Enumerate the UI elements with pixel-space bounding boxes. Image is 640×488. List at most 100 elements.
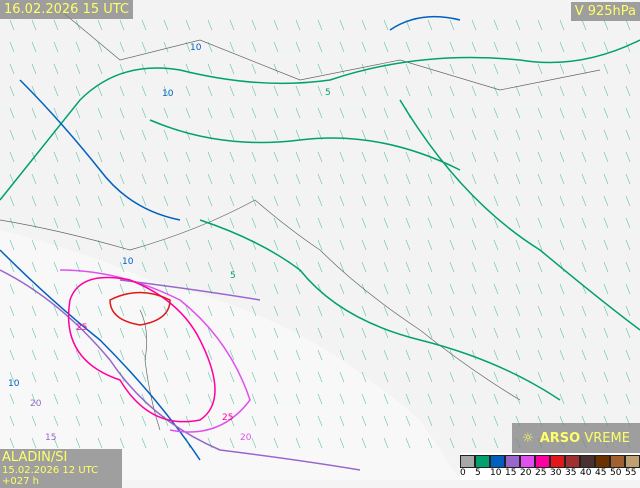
wind-barb	[493, 41, 499, 53]
legend-swatch	[565, 455, 580, 468]
wind-barb	[603, 349, 609, 361]
wind-barb	[251, 261, 257, 273]
wind-barb	[75, 371, 81, 383]
wind-barb	[449, 41, 455, 53]
wind-barb	[31, 217, 37, 229]
wind-barb	[603, 63, 609, 75]
wind-barb	[493, 371, 499, 383]
wind-barb	[361, 371, 367, 383]
wind-barb	[493, 151, 499, 163]
wind-barb	[427, 393, 433, 405]
wind-barb	[361, 305, 367, 317]
wind-barb	[185, 129, 191, 141]
wind-barb	[141, 371, 147, 383]
wind-barb	[97, 195, 103, 207]
wind-barb	[449, 217, 455, 229]
wind-barb	[31, 415, 37, 427]
wind-barb	[97, 305, 103, 317]
wind-barb	[361, 283, 367, 295]
wind-barb	[493, 349, 499, 361]
wind-barb	[207, 437, 213, 449]
wind-barb	[31, 283, 37, 295]
wind-barb	[581, 393, 587, 405]
wind-barb	[207, 217, 213, 229]
wind-barb	[581, 239, 587, 251]
wind-barb	[207, 393, 213, 405]
wind-barb	[383, 41, 389, 53]
wind-barb	[383, 151, 389, 163]
wind-barb	[141, 327, 147, 339]
wind-barb	[339, 217, 345, 229]
wind-barb	[53, 129, 59, 141]
wind-barb	[229, 371, 235, 383]
wind-barb	[273, 349, 279, 361]
wind-barb	[471, 305, 477, 317]
wind-barb	[75, 19, 81, 31]
wind-barb	[185, 283, 191, 295]
wind-barb	[97, 41, 103, 53]
wind-barb	[559, 63, 565, 75]
wind-barb	[515, 305, 521, 317]
wind-barb	[295, 283, 301, 295]
wind-barb	[97, 239, 103, 251]
wind-barb	[625, 195, 631, 207]
wind-barb	[603, 85, 609, 97]
wind-barb	[449, 85, 455, 97]
wind-barb	[383, 371, 389, 383]
wind-barb	[427, 415, 433, 427]
wind-barb	[31, 63, 37, 75]
wind-barb	[449, 283, 455, 295]
wind-barb	[383, 19, 389, 31]
wind-barb	[207, 19, 213, 31]
wind-barb	[163, 173, 169, 185]
wind-barb	[207, 63, 213, 75]
wind-barb	[97, 173, 103, 185]
wind-barb	[625, 261, 631, 273]
wind-barb	[559, 41, 565, 53]
wind-barb	[9, 63, 15, 75]
wind-barb	[559, 327, 565, 339]
wind-barb	[625, 107, 631, 119]
wind-barb	[119, 151, 125, 163]
wind-barb	[449, 239, 455, 251]
wind-barb	[361, 19, 367, 31]
wind-barb	[295, 41, 301, 53]
wind-barb	[559, 19, 565, 31]
wind-barb	[229, 261, 235, 273]
wind-barb	[9, 217, 15, 229]
legend-value: 35	[565, 468, 577, 478]
wind-barb	[75, 283, 81, 295]
wind-barb	[515, 151, 521, 163]
wind-barb	[75, 415, 81, 427]
wind-barb	[317, 437, 323, 449]
wind-barb	[229, 85, 235, 97]
wind-barb	[339, 327, 345, 339]
wind-barb	[537, 239, 543, 251]
wind-barb	[537, 283, 543, 295]
wind-barb	[229, 129, 235, 141]
wind-barb	[163, 283, 169, 295]
wind-barb	[251, 63, 257, 75]
wind-barb	[537, 371, 543, 383]
wind-barb	[251, 151, 257, 163]
wind-barb	[273, 19, 279, 31]
wind-barb	[339, 415, 345, 427]
wind-barb	[53, 41, 59, 53]
wind-barb	[515, 327, 521, 339]
wind-barb	[405, 371, 411, 383]
wind-barb	[361, 173, 367, 185]
legend-swatch	[505, 455, 520, 468]
wind-barb	[119, 415, 125, 427]
wind-barb	[383, 393, 389, 405]
wind-barb	[97, 217, 103, 229]
wind-barb	[251, 129, 257, 141]
wind-barb	[581, 151, 587, 163]
legend-value: 20	[520, 468, 532, 478]
wind-barb	[471, 371, 477, 383]
wind-barb	[537, 327, 543, 339]
wind-barb	[493, 85, 499, 97]
wind-barb	[515, 173, 521, 185]
wind-barb	[581, 195, 587, 207]
wind-barb	[295, 85, 301, 97]
wind-barb	[251, 195, 257, 207]
